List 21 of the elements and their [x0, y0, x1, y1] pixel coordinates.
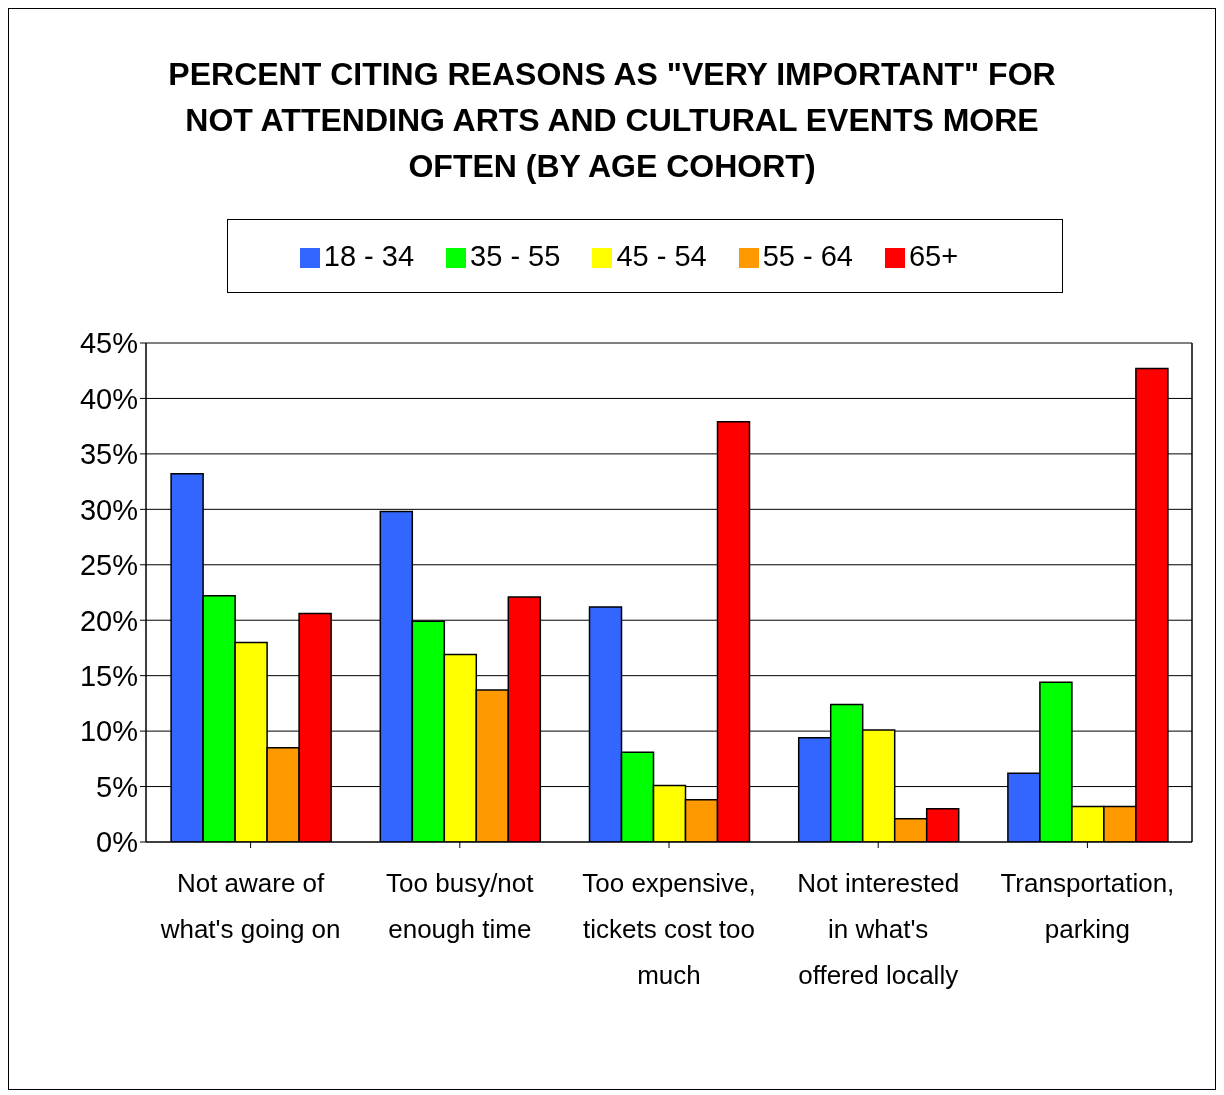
legend-label: 65+	[908, 239, 959, 272]
y-tick-label: 35%	[79, 438, 138, 471]
y-tick-label: 30%	[79, 493, 138, 526]
y-tick-label: 10%	[79, 715, 138, 748]
x-tick-label: Too expensive, tickets cost too much	[582, 868, 756, 990]
y-tick-label: 45%	[79, 327, 138, 360]
x-tick-label: Too busy/not enough time	[386, 868, 535, 944]
legend-label: 35 - 55	[470, 239, 561, 272]
legend-label: 45 - 54	[616, 239, 707, 272]
y-tick-label: 25%	[79, 549, 138, 582]
y-tick-label: 15%	[79, 659, 138, 692]
y-tick-label: 0%	[96, 826, 138, 859]
legend-label: 55 - 64	[762, 239, 853, 272]
x-tick-label: Transportation, parking	[1000, 868, 1175, 944]
y-tick-label: 5%	[96, 770, 138, 803]
x-tick-label: Not aware of what's going on	[159, 868, 341, 944]
legend-label: 18 - 34	[323, 239, 415, 272]
x-tick-label: Not interested in what's offered locally	[797, 868, 960, 990]
y-tick-label: 20%	[79, 604, 138, 637]
y-tick-label: 40%	[79, 382, 138, 415]
chart-title: PERCENT CITING REASONS AS "VERY IMPORTANT" FOR NOT ATTENDING ARTS AND CULTURAL EVENTS MORE OFTEN (BY AGE COHORT)	[167, 55, 1057, 186]
